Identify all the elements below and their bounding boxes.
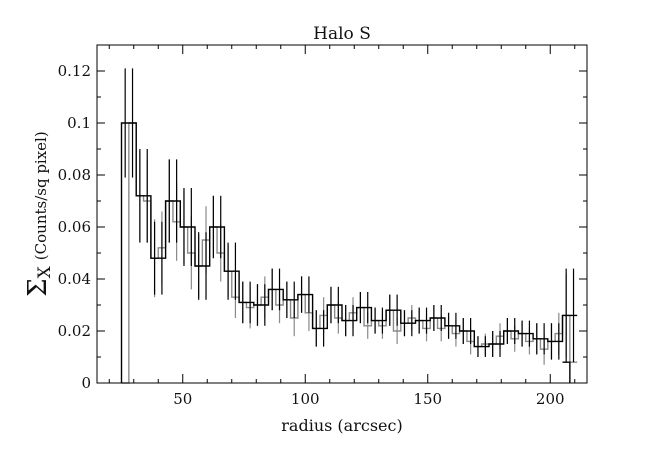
- chart-title: Halo S: [313, 24, 371, 44]
- x-tick-label: 100: [291, 390, 320, 408]
- y-axis-label-symbol: Σ: [23, 278, 53, 296]
- x-tick-label: 150: [413, 390, 442, 408]
- series-1: [121, 122, 578, 384]
- x-tick-label: 50: [173, 390, 192, 408]
- y-axis-label-subscript: X: [35, 265, 55, 278]
- y-tick-label: 0.04: [58, 270, 91, 288]
- y-tick-label: 0.02: [58, 322, 91, 340]
- svg-text:ΣX(Counts/sq pixel): ΣX (Counts/sq pixel): [23, 131, 55, 296]
- y-axis-label-units: (Counts/sq pixel): [32, 131, 50, 260]
- y-axis-label: ΣX (Counts/sq pixel): [23, 131, 55, 296]
- y-tick-label: 0.1: [67, 114, 91, 132]
- y-axis: 0 0.02 0.04 0.06 0.08 0.1 0.12: [58, 62, 587, 392]
- series-tail-line: [562, 361, 571, 383]
- y-tick-label: 0.06: [58, 218, 91, 236]
- plot-frame: [96, 44, 588, 384]
- x-tick-label: 200: [536, 390, 565, 408]
- y-tick-label: 0: [81, 374, 91, 392]
- series-step-line: [121, 122, 578, 384]
- x-axis: 50 100 150 200: [108, 45, 576, 408]
- y-tick-label: 0.12: [58, 62, 91, 80]
- x-axis-label: radius (arcsec): [281, 416, 402, 435]
- y-tick-label: 0.08: [58, 166, 91, 184]
- series-tail: [562, 361, 571, 383]
- series-0: [120, 68, 578, 383]
- plot-area: [120, 68, 578, 384]
